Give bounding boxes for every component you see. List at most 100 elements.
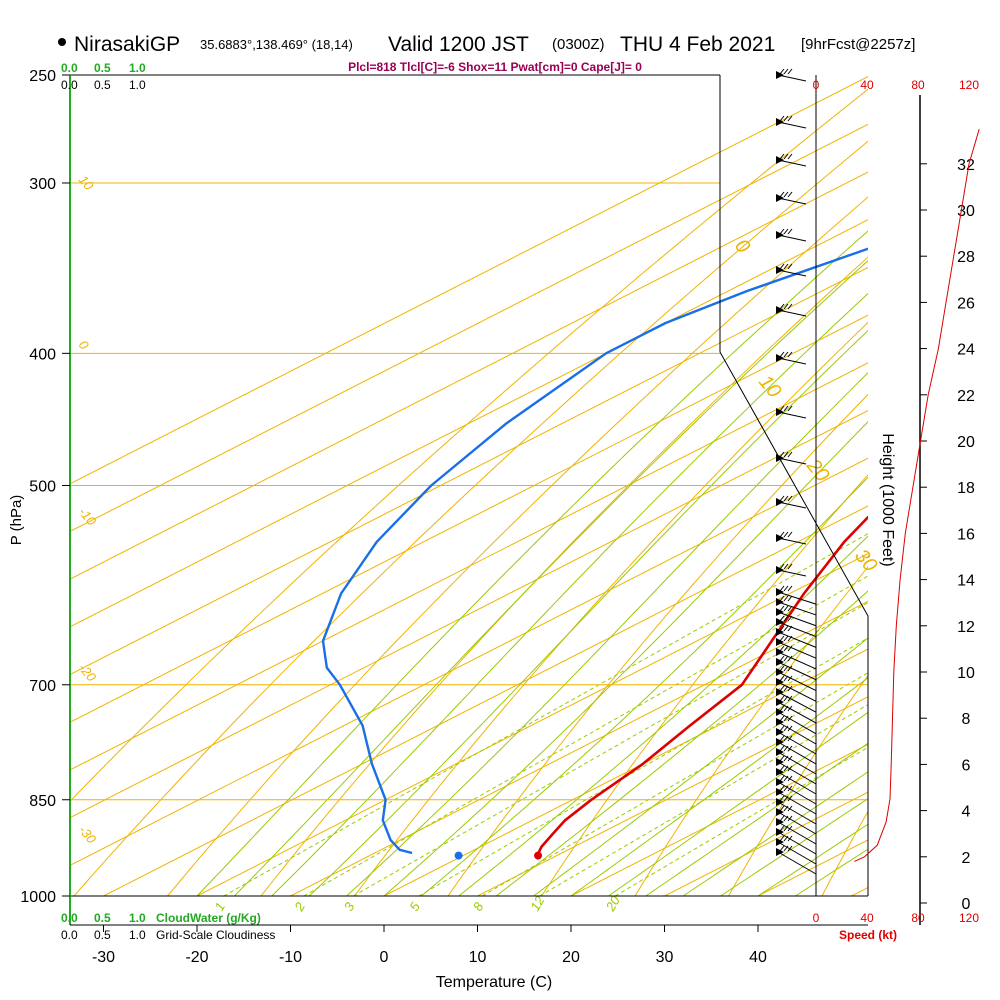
wind-barb-feather bbox=[783, 115, 789, 122]
wind-barb-shaft bbox=[777, 691, 817, 713]
wind-barb bbox=[776, 531, 807, 545]
cloud-scale-top: 0.0 0.5 1.0 0.0 0.5 1.0 bbox=[61, 61, 146, 92]
wind-barb-feather bbox=[783, 303, 789, 310]
wind-barb-feather bbox=[779, 785, 785, 792]
wind-barb-feather bbox=[787, 745, 793, 752]
cloud-bottom-green-1: 0.5 bbox=[94, 911, 111, 925]
wind-barb-feather bbox=[779, 191, 785, 198]
isotherm-line bbox=[290, 600, 868, 896]
dry-adiabat-line bbox=[73, 140, 868, 896]
moist-adiabat-line bbox=[645, 742, 868, 896]
moist-adiabat-line bbox=[533, 637, 868, 896]
dewpoint-surface-point bbox=[454, 851, 463, 860]
wind-barb-flag bbox=[776, 728, 784, 736]
wind-barb-flag bbox=[776, 454, 784, 462]
temperature-tick-label: -30 bbox=[92, 949, 115, 966]
wind-barb-feather bbox=[787, 115, 793, 122]
dry-adiabat-line bbox=[70, 88, 868, 803]
isotherm-label: 30 bbox=[850, 545, 881, 576]
wind-barb bbox=[776, 715, 817, 745]
wind-barb-feather bbox=[783, 675, 789, 682]
wind-barb-shaft bbox=[777, 731, 817, 755]
wind-barb bbox=[776, 695, 817, 724]
wind-barb-feather bbox=[779, 585, 785, 592]
valid-date: THU 4 Feb 2021 bbox=[620, 33, 775, 56]
wind-barb-feather bbox=[787, 675, 793, 682]
wind-barb-feather bbox=[787, 705, 793, 712]
wind-barb-feather bbox=[783, 785, 789, 792]
dry-adiabat-line bbox=[447, 393, 868, 896]
wind-barb-feather bbox=[787, 228, 793, 235]
wind-barb-shaft bbox=[777, 701, 817, 724]
height-tick-label: 18 bbox=[957, 480, 975, 497]
wind-barb-flag bbox=[776, 698, 784, 706]
cloud-scale-bottom: 0.0 0.5 1.0 CloudWater (g/Kg) 0.0 0.5 1.… bbox=[61, 911, 275, 942]
moist-adiabat-line bbox=[495, 590, 868, 896]
isotherm-line bbox=[196, 553, 868, 896]
wind-barb-shaft bbox=[777, 591, 817, 605]
wind-barb-feather bbox=[783, 191, 789, 198]
wind-barb-feather bbox=[779, 263, 785, 270]
wind-barb-flag bbox=[776, 688, 784, 696]
dewpoint-profile-line bbox=[321, 247, 868, 855]
wind-barb-flag bbox=[776, 808, 784, 816]
wind-barb-shaft bbox=[777, 721, 817, 745]
wind-barb-feather bbox=[783, 725, 789, 732]
temperature-tick-label: 40 bbox=[749, 949, 767, 966]
wind-barb-flag bbox=[776, 748, 784, 756]
moist-adiabat-line bbox=[682, 771, 868, 896]
cloud-bottom-black-0: 0.0 bbox=[61, 928, 78, 942]
valid-time: Valid 1200 JST bbox=[388, 33, 529, 56]
isotherm-label: -20 bbox=[76, 660, 100, 685]
height-tick-label: 22 bbox=[957, 388, 975, 405]
dry-adiabat-line bbox=[634, 566, 868, 896]
height-tick-label: 24 bbox=[957, 342, 975, 359]
wind-barb bbox=[776, 153, 807, 167]
speed-top-120: 120 bbox=[959, 78, 979, 92]
wind-barb-feather bbox=[783, 805, 789, 812]
wind-barb-shaft bbox=[777, 741, 817, 765]
dry-adiabat-line bbox=[167, 196, 868, 896]
wind-barb-feather bbox=[783, 775, 789, 782]
wind-barb-feather bbox=[787, 635, 793, 642]
wind-barb-feather bbox=[779, 845, 785, 852]
wind-barb-feather bbox=[779, 351, 785, 358]
x-axis-title: Temperature (C) bbox=[436, 974, 552, 991]
cloud-top-black-2: 1.0 bbox=[129, 78, 146, 92]
height-tick-label: 28 bbox=[957, 249, 975, 266]
wind-barb bbox=[776, 68, 807, 82]
site-name: NirasakiGP bbox=[74, 33, 180, 56]
wind-barb-shaft bbox=[777, 831, 817, 855]
wind-barb bbox=[776, 495, 807, 509]
moist-adiabat-line bbox=[421, 476, 868, 896]
wind-barb bbox=[776, 805, 817, 835]
pressure-tick-label: 500 bbox=[29, 479, 56, 496]
wind-speed-profile-line bbox=[854, 128, 980, 862]
cloud-bottom-black-1: 0.5 bbox=[94, 928, 111, 942]
wind-barb-feather bbox=[783, 451, 789, 458]
wind-barb-feather bbox=[779, 228, 785, 235]
wind-barb-feather bbox=[787, 655, 793, 662]
moist-adiabat-line bbox=[234, 260, 868, 896]
wind-barb-feather bbox=[779, 735, 785, 742]
wind-barb-shaft bbox=[777, 74, 807, 82]
moist-adiabat-line bbox=[346, 372, 868, 896]
pressure-tick-label: 250 bbox=[29, 68, 56, 85]
wind-barb-flag bbox=[776, 738, 784, 746]
wind-barb-shaft bbox=[777, 631, 817, 648]
wind-barb-shaft bbox=[777, 791, 817, 815]
wind-barb-feather bbox=[779, 725, 785, 732]
wind-barb bbox=[776, 635, 817, 659]
wind-barb-feather bbox=[783, 68, 789, 75]
wind-barb-flag bbox=[776, 718, 784, 726]
wind-barb-shaft bbox=[777, 621, 817, 638]
wind-barb-shaft bbox=[777, 841, 817, 865]
wind-barb-feather bbox=[787, 685, 793, 692]
wind-barb-feather bbox=[787, 263, 793, 270]
wind-barb-flag bbox=[776, 71, 784, 79]
wind-barb bbox=[776, 303, 807, 317]
height-tick-label: 16 bbox=[957, 526, 975, 543]
wind-barb-feather bbox=[779, 615, 785, 622]
wind-barb-flag bbox=[776, 798, 784, 806]
